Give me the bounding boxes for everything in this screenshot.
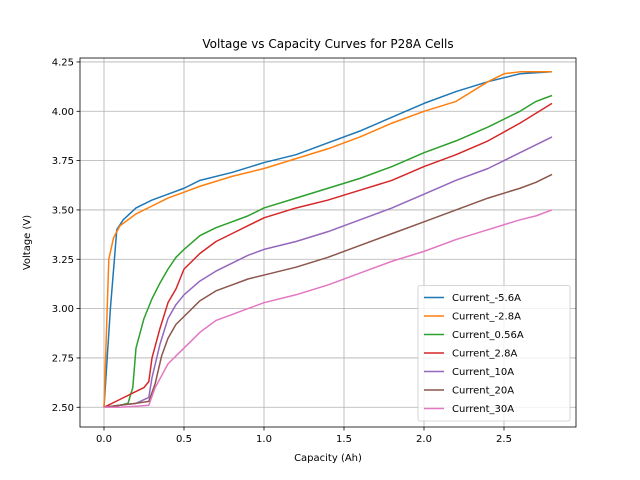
series-line-7 [104,209,553,409]
y-tick-label: 2.50 [52,403,74,414]
series-line-3 [103,94,553,409]
legend-label: Current_2.8A [452,349,517,360]
y-tick-label: 3.00 [52,304,74,315]
grid [80,58,576,427]
x-tick-label: 0.0 [96,434,112,445]
series-line-1 [103,71,553,408]
legend-label: Current_10A [452,367,514,378]
series-line-5 [103,136,553,409]
y-tick-label: 3.25 [52,255,74,266]
y-axis-label: Voltage (V) [22,215,33,270]
chart-title: Voltage vs Capacity Curves for P28A Cell… [202,37,453,51]
y-tick-label: 2.75 [52,353,74,364]
x-tick-label: 0.5 [176,434,192,445]
x-tick-label: 2.5 [496,434,512,445]
y-tick-label: 4.25 [52,57,74,68]
series-line-6 [103,173,553,409]
series-line-4 [103,102,553,408]
y-tick-label: 3.50 [52,205,74,216]
x-tick-label: 2.0 [416,434,432,445]
y-tick-label: 4.00 [52,107,74,118]
series-line-2 [103,71,552,408]
y-tick-label: 3.75 [52,156,74,167]
legend-label: Current_20A [452,386,514,397]
x-tick-label: 1.5 [336,434,352,445]
series-lines [103,71,553,409]
axis-ticks: 0.0 0.5 1.0 1.5 2.0 2.5 2.50 2.75 3.00 3.25 3.50 3.… [52,57,512,445]
x-tick-label: 1.0 [256,434,272,445]
plot-frame [79,57,577,428]
legend: Current_-5.6A Current_-2.8A Current_0.56A C… [417,285,571,422]
legend-label: Current_0.56A [452,330,524,341]
legend-label: Current_30A [452,404,514,415]
legend-label: Current_-5.6A [452,293,521,304]
legend-label: Current_-2.8A [452,312,521,323]
legend-box [417,285,571,422]
x-axis-label: Capacity (Ah) [294,453,362,464]
